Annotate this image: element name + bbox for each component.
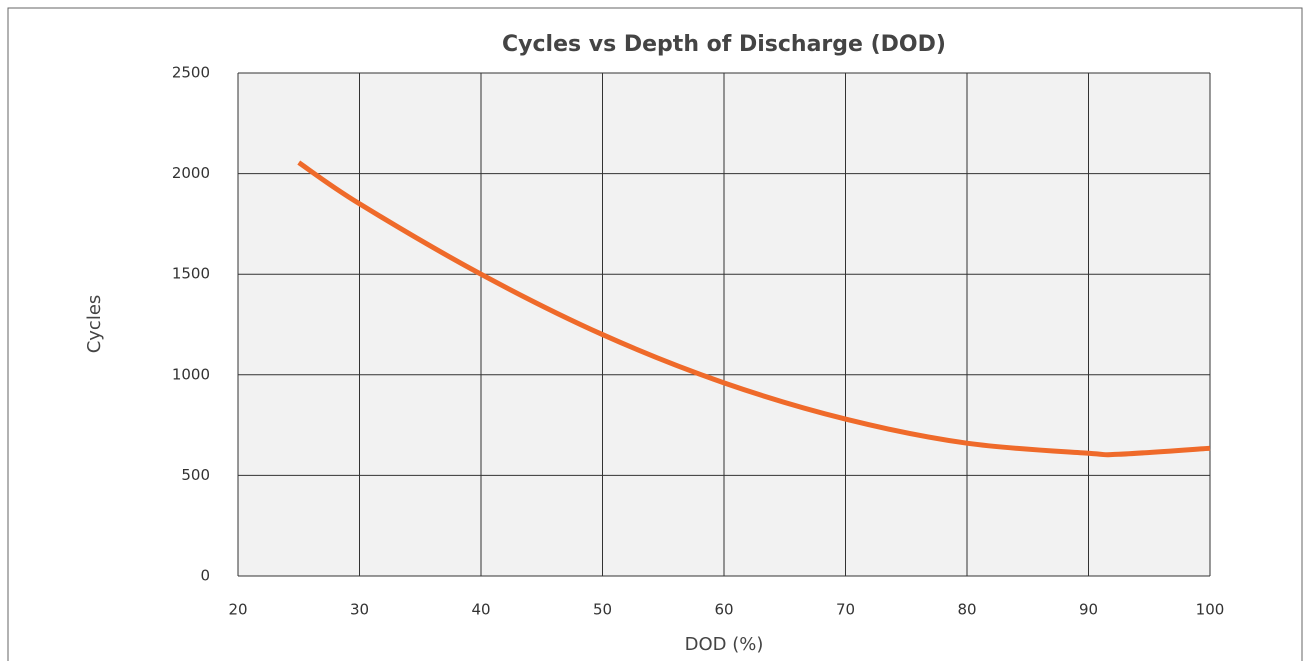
y-tick-label: 1000	[172, 365, 210, 383]
y-tick-label: 0	[200, 567, 210, 585]
x-tick-label: 40	[471, 601, 490, 619]
x-tick-label: 70	[836, 601, 855, 619]
x-tick-label: 100	[1196, 601, 1225, 619]
y-tick-label: 2500	[172, 64, 210, 82]
y-tick-label: 500	[181, 466, 210, 484]
chart-title: Cycles vs Depth of Discharge (DOD)	[502, 32, 946, 57]
x-tick-label: 60	[714, 601, 733, 619]
frame	[7, 7, 1303, 661]
y-tick-label: 1500	[172, 265, 210, 283]
x-tick-label: 30	[350, 601, 369, 619]
x-axis-label: DOD (%)	[685, 634, 764, 655]
x-tick-label: 80	[957, 601, 976, 619]
x-tick-label: 50	[593, 601, 612, 619]
line-series	[297, 160, 1211, 458]
y-axis-label: Cycles	[84, 295, 105, 354]
x-tick-label: 20	[228, 601, 247, 619]
y-tick-label: 2000	[172, 164, 210, 182]
x-tick-label: 90	[1079, 601, 1098, 619]
